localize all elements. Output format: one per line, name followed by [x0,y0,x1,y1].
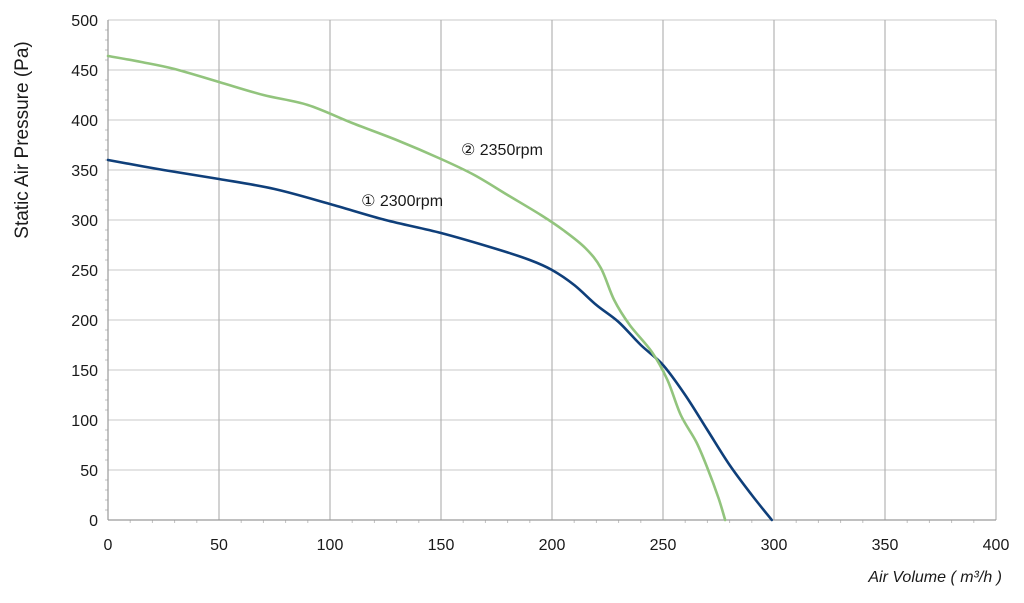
series-line-1 [106,158,774,522]
y-tick-label: 500 [71,13,98,30]
x-tick-label: 200 [539,537,566,554]
y-tick-label: 400 [71,113,98,130]
y-tick-label: 150 [71,363,98,380]
y-tick-label: 200 [71,313,98,330]
y-tick-label: 0 [89,513,98,530]
y-tick-label: 450 [71,63,98,80]
series-label-1: ① 2300rpm [361,193,443,210]
series-line-2 [106,54,727,522]
y-tick-label: 100 [71,413,98,430]
label-layer: ① 2300rpm ② 2350rpm [361,142,543,210]
y-tick-label: 250 [71,263,98,280]
y-axis-title: Static Air Pressure (Pa) [12,41,33,238]
x-tick-label: 100 [317,537,344,554]
y-tick-label: 350 [71,163,98,180]
series-label-2: ② 2350rpm [461,142,543,159]
x-tick-label: 350 [872,537,899,554]
x-tick-label: 150 [428,537,455,554]
x-axis-title: Air Volume ( m³/h ) [867,569,1002,586]
x-tick-label: 0 [104,537,113,554]
y-tick-label: 50 [80,463,98,480]
axis-layer: 0 50 100 150 200 250 300 350 400 450 500 0 50 100 150 2… [71,13,1009,554]
x-tick-label: 50 [210,537,228,554]
x-tick-label: 400 [983,537,1010,554]
y-tick-label: 300 [71,213,98,230]
x-tick-label: 250 [650,537,677,554]
series-layer [106,54,774,522]
x-tick-label: 300 [761,537,788,554]
